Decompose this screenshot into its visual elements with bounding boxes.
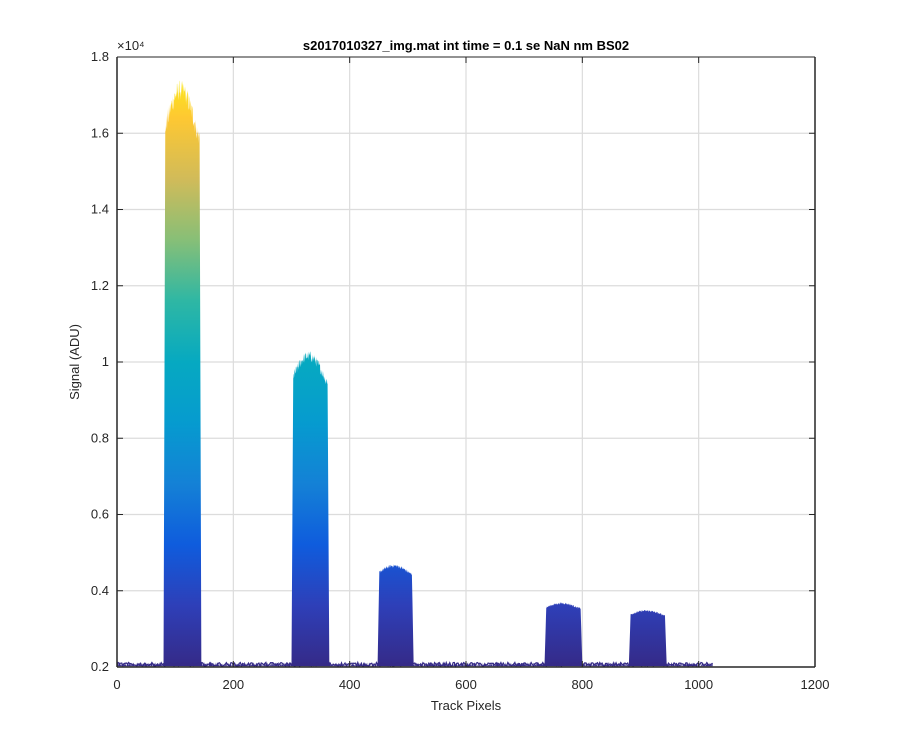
x-axis-label: Track Pixels	[431, 698, 502, 713]
y-tick-label: 1.2	[91, 278, 109, 293]
y-tick-label: 0.4	[91, 583, 109, 598]
x-tick-label: 600	[455, 677, 477, 692]
baseline-trace	[116, 660, 713, 668]
x-tick-label: 1000	[684, 677, 713, 692]
y-axis-ticks: 0.2 0.4 0.6 0.8 1 1.2 1.4 1.6 1.8	[91, 49, 815, 674]
y-tick-label: 1	[102, 354, 109, 369]
chart-title: s2017010327_img.mat int time = 0.1 se Na…	[303, 38, 629, 53]
x-tick-label: 800	[571, 677, 593, 692]
y-tick-label: 1.4	[91, 202, 109, 217]
grid-lines	[117, 57, 815, 667]
y-tick-label: 0.2	[91, 659, 109, 674]
x-axis-ticks: 0 200 400 600 800 1000 1200	[113, 57, 829, 692]
y-axis-label: Signal (ADU)	[67, 324, 82, 400]
y-tick-label: 0.8	[91, 430, 109, 445]
x-tick-label: 0	[113, 677, 120, 692]
y-axis-exponent: ×10⁴	[117, 38, 145, 53]
signal-series	[116, 80, 713, 668]
x-tick-label: 1200	[801, 677, 830, 692]
y-tick-label: 0.6	[91, 507, 109, 522]
y-tick-label: 1.8	[91, 49, 109, 64]
x-tick-label: 200	[222, 677, 244, 692]
y-tick-label: 1.6	[91, 125, 109, 140]
x-tick-label: 400	[339, 677, 361, 692]
signal-area	[117, 80, 713, 667]
